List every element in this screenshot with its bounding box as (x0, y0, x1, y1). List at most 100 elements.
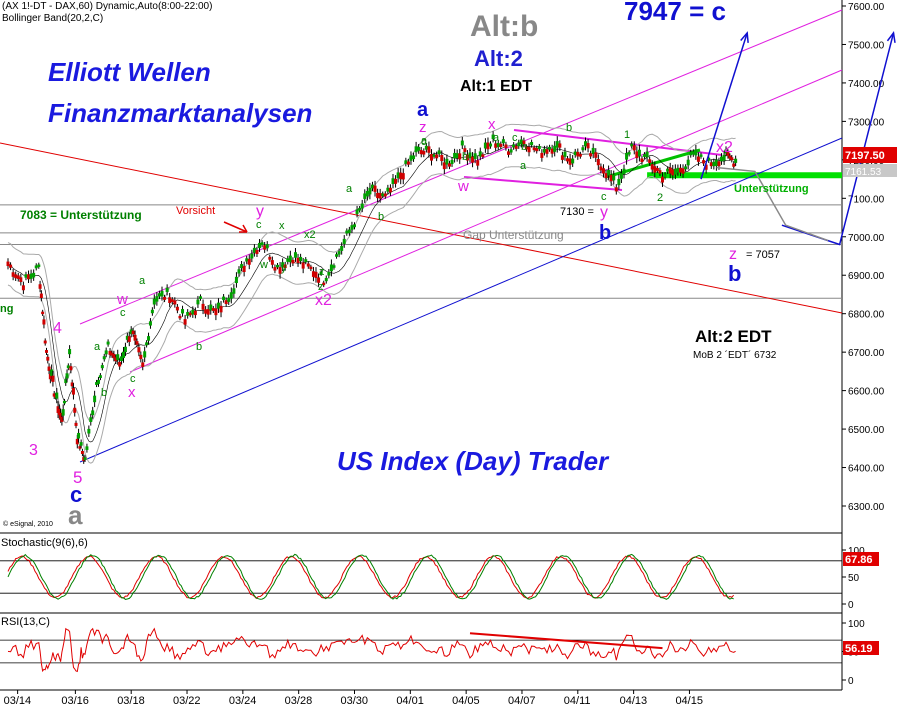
price-bar-body (68, 349, 72, 355)
price-bar-body (106, 341, 110, 345)
price-bar-body (712, 161, 716, 167)
price-bar-body (437, 150, 441, 155)
price-bar-body (281, 262, 285, 268)
date-tick-label: 04/05 (452, 695, 480, 707)
price-bar-body (270, 260, 274, 265)
chart-header-symbol: (AX 1!-DT - DAX,60) Dynamic,Auto(8:00-22… (2, 1, 212, 12)
date-tick-label: 03/24 (229, 695, 257, 707)
price-bar-body (548, 146, 552, 150)
price-bar-body (16, 275, 20, 279)
price-bar-body (59, 412, 63, 419)
price-bar-body (61, 409, 65, 416)
rsi-tick-label: 100 (848, 619, 865, 630)
esignal-copyright: © eSignal, 2010 (3, 520, 53, 528)
price-bar-body (527, 146, 531, 153)
price-bar-body (524, 146, 528, 150)
price-bar-body (32, 272, 36, 278)
minor-z4: z (319, 266, 325, 278)
second-price-badge (843, 164, 897, 177)
price-bar-body (391, 178, 395, 184)
price-bar-body (396, 172, 400, 179)
price-bar-body (91, 410, 95, 416)
price-bar-body (535, 148, 539, 152)
price-bar-body (183, 319, 187, 325)
price-bar-body (550, 148, 554, 154)
price-bar-body (365, 190, 369, 197)
price-bar-body (445, 158, 449, 165)
label-7057: = 7057 (746, 249, 780, 261)
minor-a3: a (139, 275, 146, 287)
price-bar-body (165, 287, 169, 293)
price-bar-body (501, 139, 505, 144)
price-bar-body (232, 288, 236, 294)
date-tick-label: 04/11 (564, 695, 591, 707)
label-alt-2: Alt:2 (474, 46, 523, 71)
price-bar-body (116, 354, 120, 361)
price-bar-body (145, 342, 149, 346)
price-bar-body (724, 149, 728, 154)
price-bar-body (29, 273, 33, 279)
price-bar-body (286, 258, 290, 262)
price-bar-body (199, 296, 202, 299)
price-bar-body (108, 350, 112, 355)
rsi-trendline (469, 632, 663, 650)
price-bar-body (51, 375, 55, 382)
price-bar-body (373, 185, 377, 192)
price-bar-body (9, 264, 13, 268)
price-bar-body (694, 149, 698, 156)
price-bar-body (563, 151, 567, 157)
price-bar-body (296, 257, 300, 264)
date-tick-label: 03/18 (117, 695, 145, 707)
minor-b1: b (101, 387, 107, 399)
price-bar-body (609, 174, 613, 182)
price-bar-body (229, 292, 233, 299)
rsi-value-badge (843, 641, 879, 655)
price-bar-body (578, 153, 582, 157)
price-bar-body (175, 306, 179, 311)
stochastic-value-label: 67.86 (845, 554, 873, 566)
brand-title-line1: Elliott Wellen (48, 57, 211, 87)
label-y-7130: y (600, 204, 608, 221)
price-bar-body (394, 178, 398, 184)
price-bar-body (440, 154, 444, 162)
price-bar-body (335, 254, 339, 257)
price-bar-body (222, 296, 226, 301)
price-bar-body (288, 255, 292, 263)
price-bar-body (193, 310, 197, 316)
price-bar-body (447, 163, 451, 167)
price-bar-body (399, 172, 403, 180)
price-bar-body (332, 265, 336, 268)
price-bar-body (432, 154, 436, 157)
price-bar-body (732, 163, 736, 167)
price-bar-body (137, 347, 141, 353)
blue-forecast-2-arrowhead (886, 31, 896, 43)
price-bar-body (496, 142, 500, 148)
label-alt-1-edt: Alt:1 EDT (460, 78, 532, 95)
price-bar-body (304, 259, 308, 263)
price-bar-body (509, 149, 513, 153)
price-bar-body (699, 154, 703, 157)
minor-x2-4: x2 (304, 229, 316, 241)
label-5: 5 (73, 468, 82, 487)
price-bar-body (468, 152, 472, 159)
blue-forecast-1 (700, 32, 748, 180)
price-bar-body (601, 168, 605, 174)
price-bar-body (122, 351, 125, 359)
price-bar-body (614, 187, 618, 192)
price-bar-body (102, 356, 106, 360)
label-z-7057: z (729, 246, 737, 263)
price-tick-label: 6900.00 (848, 271, 885, 282)
price-bar-body (78, 446, 82, 449)
vorsicht-arrowhead (239, 224, 248, 233)
price-bar-body (309, 266, 313, 270)
price-bar-body (93, 395, 97, 403)
price-bar-body (291, 259, 295, 264)
stochastic-tick-label: 0 (848, 600, 854, 611)
price-bar-body (460, 140, 464, 146)
price-bar-body (424, 145, 428, 150)
label-mob-2-edt: MoB 2 ´EDT´ 6732 (693, 349, 777, 361)
price-bar-body (360, 203, 364, 209)
price-tick-label: 6700.00 (848, 348, 885, 359)
price-bar-body (147, 336, 151, 341)
minor-b5: b (462, 151, 468, 163)
